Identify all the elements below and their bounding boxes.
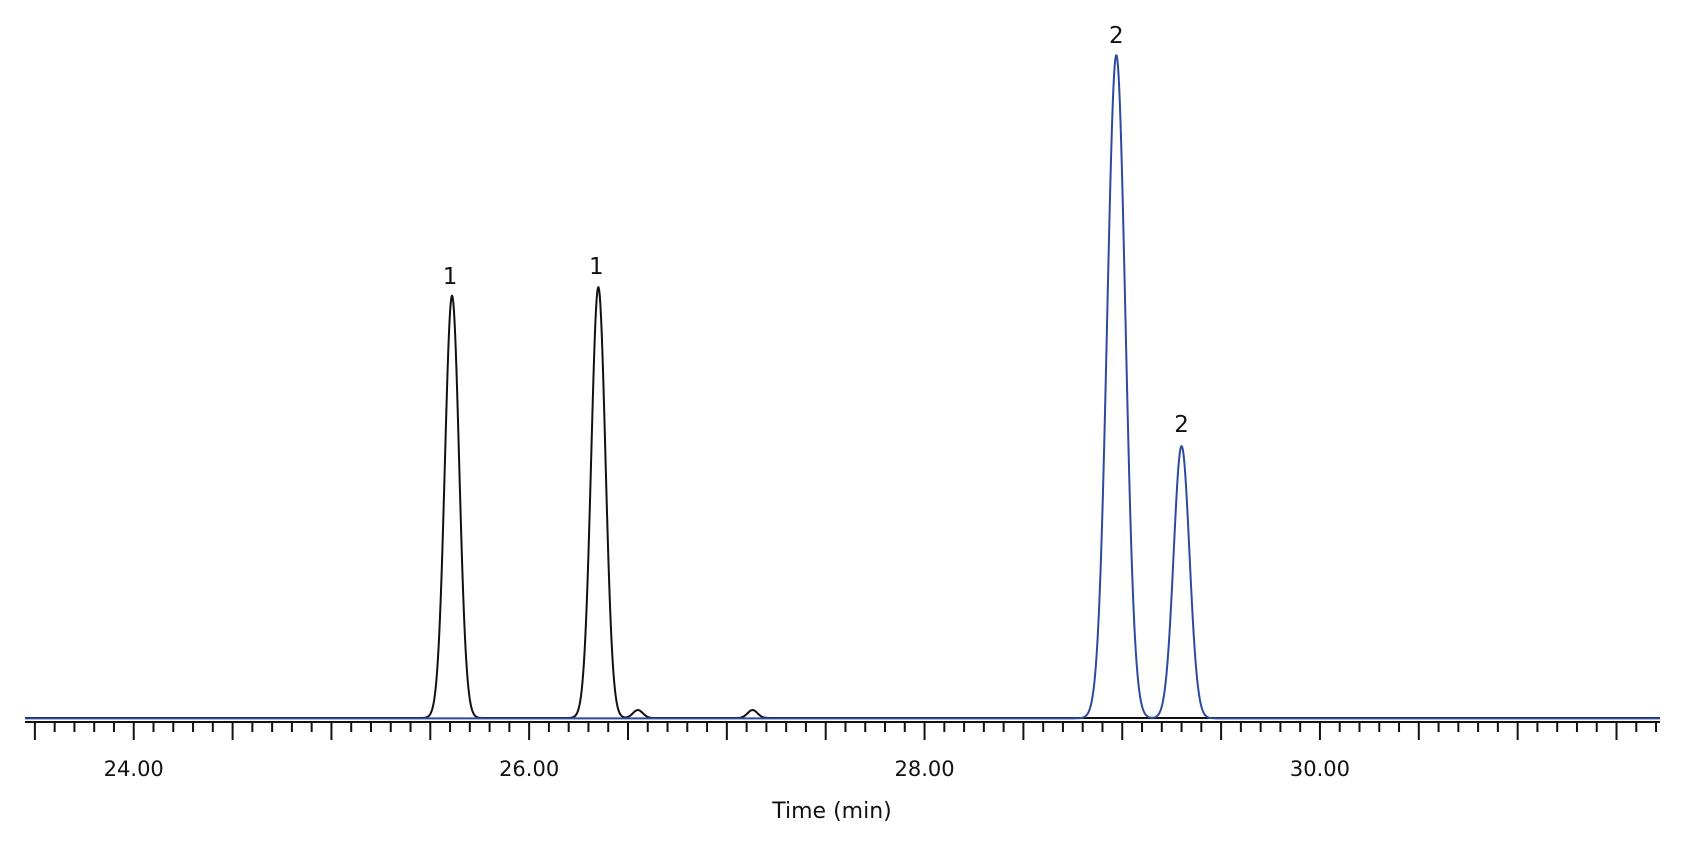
peak-label: 1 bbox=[443, 264, 458, 290]
peak-annotations: 1 1 2 2 bbox=[443, 23, 1189, 438]
x-ticks bbox=[33, 722, 1658, 740]
x-tick-label: 26.00 bbox=[499, 757, 559, 781]
series-trace-2 bbox=[24, 54, 1661, 720]
x-axis-title: Time (min) bbox=[771, 799, 892, 824]
series-layer bbox=[24, 54, 1661, 720]
peak-label: 1 bbox=[589, 254, 604, 280]
x-tick-label: 30.00 bbox=[1290, 757, 1350, 781]
x-tick-label: 28.00 bbox=[894, 757, 954, 781]
peak-label: 2 bbox=[1109, 23, 1124, 49]
x-tick-label: 24.00 bbox=[104, 757, 164, 781]
x-tick-labels: 24.00 26.00 28.00 30.00 bbox=[104, 757, 1350, 781]
series-trace-1 bbox=[24, 286, 1661, 719]
peak-label: 2 bbox=[1174, 412, 1189, 438]
